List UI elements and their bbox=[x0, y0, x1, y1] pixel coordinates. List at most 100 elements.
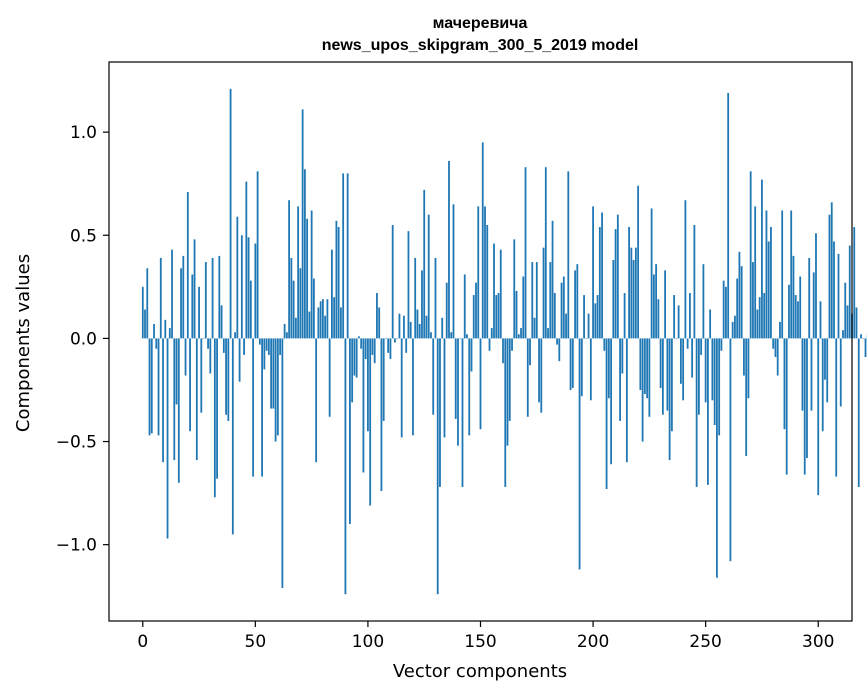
bar bbox=[661, 338, 664, 415]
bar bbox=[619, 338, 621, 421]
bar bbox=[493, 243, 495, 339]
bar bbox=[303, 169, 306, 339]
bar bbox=[324, 315, 327, 339]
bar bbox=[168, 328, 171, 339]
bar bbox=[659, 338, 662, 388]
bar bbox=[475, 282, 477, 339]
bar bbox=[725, 286, 727, 339]
bar bbox=[531, 262, 534, 339]
bar bbox=[571, 338, 574, 388]
bar bbox=[761, 179, 763, 339]
bar bbox=[632, 260, 635, 339]
bar bbox=[367, 338, 369, 432]
bar bbox=[376, 293, 378, 339]
bar bbox=[774, 338, 777, 357]
bar bbox=[772, 338, 775, 349]
bar bbox=[547, 328, 549, 339]
bar bbox=[610, 338, 612, 465]
bar bbox=[378, 307, 381, 339]
bar bbox=[673, 295, 676, 339]
bar bbox=[396, 338, 399, 339]
bar bbox=[839, 338, 842, 407]
bar bbox=[423, 189, 426, 339]
bar bbox=[218, 255, 221, 339]
bar bbox=[713, 338, 716, 426]
x-tick-label: 200 bbox=[577, 632, 609, 652]
bar bbox=[698, 338, 700, 415]
bar bbox=[326, 299, 329, 339]
bar bbox=[729, 338, 732, 562]
bar bbox=[182, 255, 185, 339]
bar bbox=[648, 338, 651, 417]
bar bbox=[414, 257, 417, 339]
bar bbox=[533, 317, 536, 339]
bar bbox=[335, 220, 338, 339]
bar bbox=[734, 315, 736, 339]
bar bbox=[556, 338, 558, 345]
bar bbox=[434, 257, 437, 339]
bar bbox=[601, 212, 603, 339]
bar bbox=[443, 338, 446, 438]
bar bbox=[614, 229, 617, 339]
bar bbox=[668, 338, 671, 461]
bar bbox=[812, 272, 815, 339]
bar bbox=[752, 262, 754, 339]
bar bbox=[585, 338, 588, 339]
bar bbox=[162, 338, 164, 463]
bar bbox=[180, 268, 182, 339]
bar bbox=[799, 276, 802, 339]
bar bbox=[612, 260, 615, 339]
bar bbox=[574, 270, 576, 339]
bar bbox=[225, 338, 227, 415]
bar bbox=[371, 338, 374, 355]
bar bbox=[328, 338, 331, 417]
bar bbox=[562, 276, 565, 339]
y-tick-label: 0.5 bbox=[70, 226, 97, 246]
bar bbox=[720, 338, 723, 351]
bar bbox=[486, 224, 489, 339]
bar bbox=[727, 92, 730, 339]
bar bbox=[790, 210, 793, 339]
bar bbox=[479, 338, 482, 430]
bar bbox=[756, 309, 759, 339]
bar bbox=[276, 338, 279, 436]
bar bbox=[675, 338, 678, 339]
bar bbox=[385, 338, 387, 339]
bar bbox=[416, 309, 419, 339]
bar bbox=[718, 338, 721, 436]
bar bbox=[272, 338, 275, 409]
bar bbox=[864, 338, 867, 357]
bar bbox=[664, 270, 667, 339]
bar bbox=[522, 276, 525, 339]
bar bbox=[848, 245, 851, 339]
bar bbox=[803, 338, 806, 475]
bar bbox=[589, 338, 592, 401]
bar bbox=[551, 220, 554, 339]
bar bbox=[261, 338, 263, 477]
bar bbox=[824, 338, 826, 380]
bar bbox=[193, 239, 196, 339]
bar bbox=[844, 282, 847, 339]
bar bbox=[508, 338, 511, 421]
bar bbox=[695, 338, 698, 487]
bar bbox=[785, 338, 788, 475]
bar bbox=[333, 297, 336, 339]
bar bbox=[788, 284, 790, 339]
bar bbox=[828, 214, 831, 339]
bar bbox=[641, 338, 644, 442]
bar bbox=[294, 317, 297, 339]
bar bbox=[245, 181, 248, 339]
bar bbox=[468, 338, 471, 436]
bar bbox=[652, 274, 655, 339]
bar bbox=[457, 338, 459, 446]
bar bbox=[607, 338, 610, 399]
bar bbox=[389, 338, 392, 360]
bar bbox=[155, 338, 158, 349]
bar bbox=[833, 241, 835, 339]
bar bbox=[380, 338, 383, 492]
bar bbox=[454, 338, 457, 419]
bar bbox=[229, 88, 232, 339]
bar bbox=[306, 218, 309, 339]
bar bbox=[243, 338, 245, 355]
bar bbox=[625, 338, 628, 463]
